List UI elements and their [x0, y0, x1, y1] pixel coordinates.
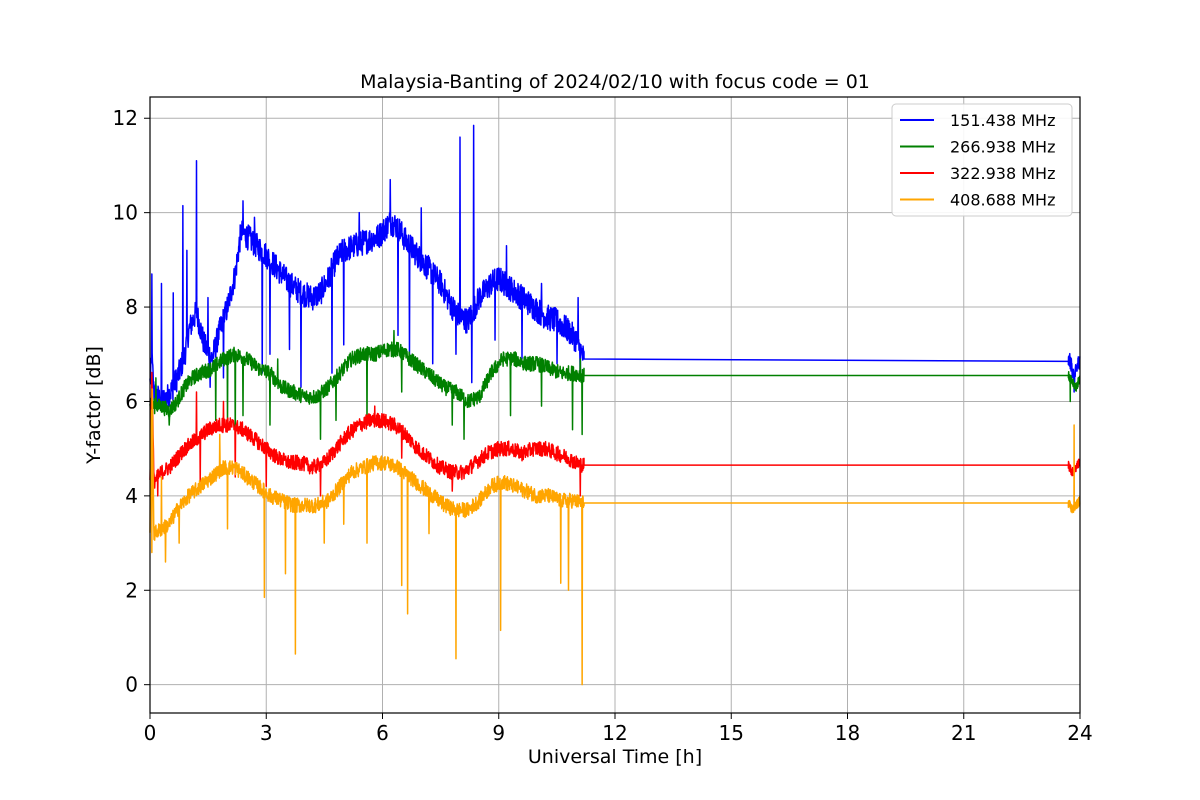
y-tick-label-3: 6	[125, 389, 138, 413]
legend: 151.438 MHz 266.938 MHz 322.938 MHz 408.688…	[891, 103, 1073, 217]
x-axis-label: Universal Time [h]	[528, 746, 702, 768]
y-tick-label-6: 12	[113, 106, 138, 130]
chart-title: Malaysia-Banting of 2024/02/10 with focu…	[360, 71, 870, 93]
y-axis-label: Y-factor [dB]	[83, 346, 105, 465]
y-tick-label-2: 4	[125, 484, 138, 508]
series-line-3	[149, 388, 1081, 686]
y-tick-label-1: 2	[125, 578, 138, 602]
series-layer	[149, 124, 1081, 686]
y-tick-label-4: 8	[125, 295, 138, 319]
x-tick-label-3: 9	[492, 721, 505, 745]
series-line-1	[149, 329, 1081, 440]
x-tick-label-1: 3	[260, 721, 273, 745]
legend-box	[891, 103, 1073, 217]
y-tick-label-5: 10	[113, 201, 138, 225]
x-tick-label-2: 6	[376, 721, 389, 745]
series-2	[149, 371, 1081, 497]
x-tick-label-4: 12	[602, 721, 627, 745]
x-tick-label-6: 18	[835, 721, 860, 745]
x-tick-label-5: 15	[719, 721, 744, 745]
series-line-2	[149, 371, 1081, 497]
x-tick-label-0: 0	[144, 721, 157, 745]
x-tick-label-7: 21	[951, 721, 976, 745]
legend-label-1: 266.938 MHz	[950, 138, 1055, 157]
series-3	[149, 388, 1081, 686]
y-tick-label-0: 0	[125, 673, 138, 697]
legend-label-0: 151.438 MHz	[950, 111, 1055, 130]
x-axis-ticks: 0 3 6 9 12 15 18 21 24	[144, 713, 1093, 745]
series-line-0	[149, 124, 1081, 410]
x-tick-label-8: 24	[1067, 721, 1092, 745]
series-0	[149, 124, 1081, 410]
legend-label-3: 408.688 MHz	[950, 191, 1055, 210]
grid	[149, 97, 1081, 713]
series-1	[149, 329, 1081, 440]
legend-label-2: 322.938 MHz	[950, 164, 1055, 183]
y-axis-ticks: 0 2 4 6 8 10 12	[113, 106, 150, 697]
